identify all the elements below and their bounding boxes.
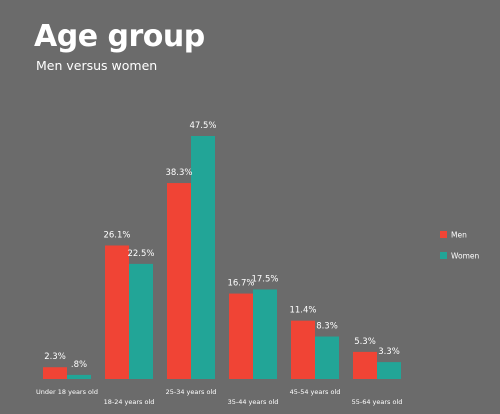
category-label-0: Under 18 years old (36, 388, 98, 396)
category-label-2: 25-34 years old (166, 388, 217, 396)
value-label-women-4: 8.3% (316, 322, 338, 332)
value-label-men-2: 38.3% (165, 168, 192, 178)
bar-men-5 (353, 351, 377, 379)
bar-men-2 (167, 183, 191, 379)
value-labels-group: 2.3% .8% 26.1% 22.5% 38.3% 47.5% 16.7%17.5% 11.… (44, 121, 400, 370)
legend-label-women: Women (451, 252, 479, 261)
category-label-3: 35-44 years old (228, 398, 279, 406)
value-label-women-2: 47.5% (189, 121, 216, 131)
value-label-men-4: 11.4% (289, 306, 316, 316)
value-label-women-5: 3.3% (378, 347, 400, 357)
value-label-men-3: 16.7% (227, 279, 254, 289)
category-label-1: 18-24 years old (104, 398, 155, 406)
bars-group (43, 136, 401, 379)
category-label-4: 45-54 years old (290, 388, 341, 396)
bar-men-4 (291, 320, 315, 379)
legend-label-men: Men (451, 231, 467, 240)
value-label-men-5: 5.3% (354, 337, 376, 347)
bar-men-0 (43, 367, 67, 379)
bar-women-4 (315, 336, 339, 379)
value-label-men-0: 2.3% (44, 352, 66, 362)
bar-women-1 (129, 263, 153, 379)
category-label-5: 55-64 years old (352, 398, 403, 406)
legend: Men Women (440, 231, 479, 261)
value-label-men-1: 26.1% (103, 230, 130, 240)
bar-women-3 (253, 289, 277, 379)
chart-subtitle: Men versus women (36, 58, 158, 73)
value-label-women-3: 17.5% (251, 274, 278, 284)
bar-women-0 (67, 374, 91, 379)
chart-title: Age group (34, 19, 205, 54)
legend-swatch-women (440, 252, 447, 259)
bar-men-3 (229, 293, 253, 379)
bar-men-1 (105, 245, 129, 379)
bar-women-2 (191, 136, 215, 379)
category-labels-group: Under 18 years old 18-24 years old 25-34 y… (36, 388, 402, 406)
legend-swatch-men (440, 231, 447, 238)
value-label-women-0: .8% (71, 360, 87, 370)
bar-women-5 (377, 362, 401, 379)
value-label-women-1: 22.5% (127, 249, 154, 259)
